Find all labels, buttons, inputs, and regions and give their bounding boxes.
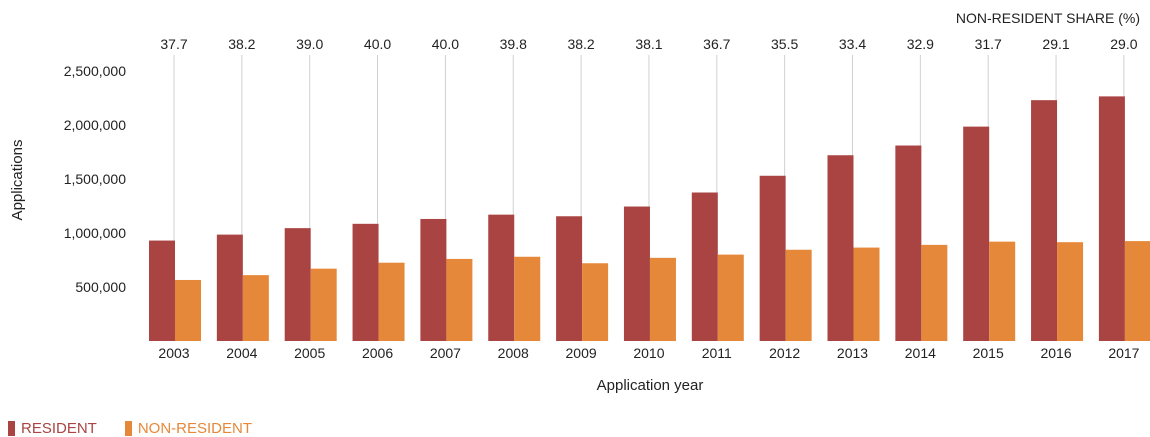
bar-resident	[1098, 96, 1125, 341]
legend-swatch-resident	[8, 421, 15, 436]
share-value-label: 29.1	[1042, 36, 1069, 52]
bar-resident	[284, 228, 311, 341]
share-value-label: 33.4	[839, 36, 866, 52]
x-tick-label: 2007	[430, 345, 461, 361]
bar-non-resident	[853, 247, 880, 341]
bars	[149, 96, 1150, 342]
share-value-label: 39.8	[500, 36, 527, 52]
x-tick-label: 2005	[294, 345, 325, 361]
bar-non-resident	[785, 249, 812, 341]
legend: RESIDENT NON-RESIDENT	[8, 420, 252, 437]
bar-non-resident	[989, 241, 1016, 341]
bar-non-resident	[1057, 242, 1084, 341]
x-tick-label: 2014	[905, 345, 936, 361]
bar-resident	[420, 218, 447, 341]
x-tick-label: 2011	[702, 345, 732, 361]
bar-resident	[827, 155, 854, 341]
bar-non-resident	[717, 254, 744, 341]
share-value-label: 40.0	[364, 36, 391, 52]
bar-resident	[488, 214, 515, 341]
legend-label-resident: RESIDENT	[21, 420, 97, 437]
bar-non-resident	[242, 275, 269, 341]
share-value-label: 39.0	[296, 36, 323, 52]
bar-non-resident	[175, 279, 201, 341]
share-value-label: 38.2	[567, 36, 594, 52]
x-axis-ticks: 2003 2004 2005 2006 2007 2008 2009 2010 2011 2012…	[158, 345, 1139, 361]
y-tick-label: 500,000	[75, 279, 126, 295]
y-tick-label: 2,500,000	[64, 63, 126, 79]
bar-non-resident	[446, 258, 473, 341]
legend-swatch-non-resident	[124, 421, 132, 436]
bar-non-resident	[514, 256, 541, 341]
x-tick-label: 2017	[1108, 345, 1139, 361]
x-tick-label: 2016	[1040, 345, 1071, 361]
bar-non-resident	[582, 263, 609, 341]
share-value-label: 35.5	[771, 36, 798, 52]
bar-resident	[759, 175, 786, 341]
x-tick-label: 2003	[158, 345, 189, 361]
legend-item-non-resident: NON-RESIDENT	[124, 420, 253, 437]
share-value-label: 40.0	[432, 36, 459, 52]
bar-resident	[895, 145, 922, 341]
share-value-label: 38.1	[635, 36, 662, 52]
share-value-label: 37.7	[160, 36, 187, 52]
share-value-label: 29.0	[1110, 36, 1137, 52]
bar-non-resident	[378, 262, 405, 341]
bar-resident	[623, 206, 650, 341]
bar-resident	[963, 126, 990, 342]
bar-non-resident	[1124, 241, 1150, 341]
share-value-label: 38.2	[228, 36, 255, 52]
x-tick-label: 2013	[837, 345, 868, 361]
x-tick-label: 2015	[973, 345, 1004, 361]
x-tick-label: 2006	[362, 345, 393, 361]
share-labels: 37.7 38.2 39.0 40.0 40.0 39.8 38.2 38.1 36.7 35.5…	[160, 36, 1137, 52]
x-tick-label: 2004	[226, 345, 257, 361]
y-tick-label: 1,000,000	[64, 225, 126, 241]
share-value-label: 32.9	[907, 36, 934, 52]
bar-resident	[352, 223, 379, 341]
bar-non-resident	[649, 257, 676, 341]
x-tick-label: 2010	[633, 345, 664, 361]
bar-resident	[149, 240, 175, 341]
x-tick-label: 2008	[498, 345, 529, 361]
y-axis-ticks: 500,000 1,000,000 1,500,000 2,000,000 2,500,…	[64, 63, 127, 295]
legend-item-resident: RESIDENT	[8, 420, 97, 437]
bar-resident	[556, 216, 583, 341]
y-tick-label: 2,000,000	[64, 117, 126, 133]
x-tick-label: 2012	[769, 345, 800, 361]
share-value-label: 36.7	[703, 36, 730, 52]
bar-non-resident	[310, 268, 337, 341]
x-axis-title: Application year	[597, 377, 704, 394]
bar-resident	[216, 234, 243, 341]
bar-non-resident	[921, 244, 948, 341]
share-value-label: 31.7	[975, 36, 1002, 52]
x-tick-label: 2009	[566, 345, 597, 361]
bar-resident	[1031, 100, 1058, 341]
share-title: NON-RESIDENT SHARE (%)	[956, 10, 1140, 26]
legend-label-non-resident: NON-RESIDENT	[137, 420, 253, 437]
y-tick-label: 1,500,000	[64, 171, 126, 187]
bar-resident	[691, 192, 718, 341]
y-axis-title: Applications	[9, 140, 26, 221]
